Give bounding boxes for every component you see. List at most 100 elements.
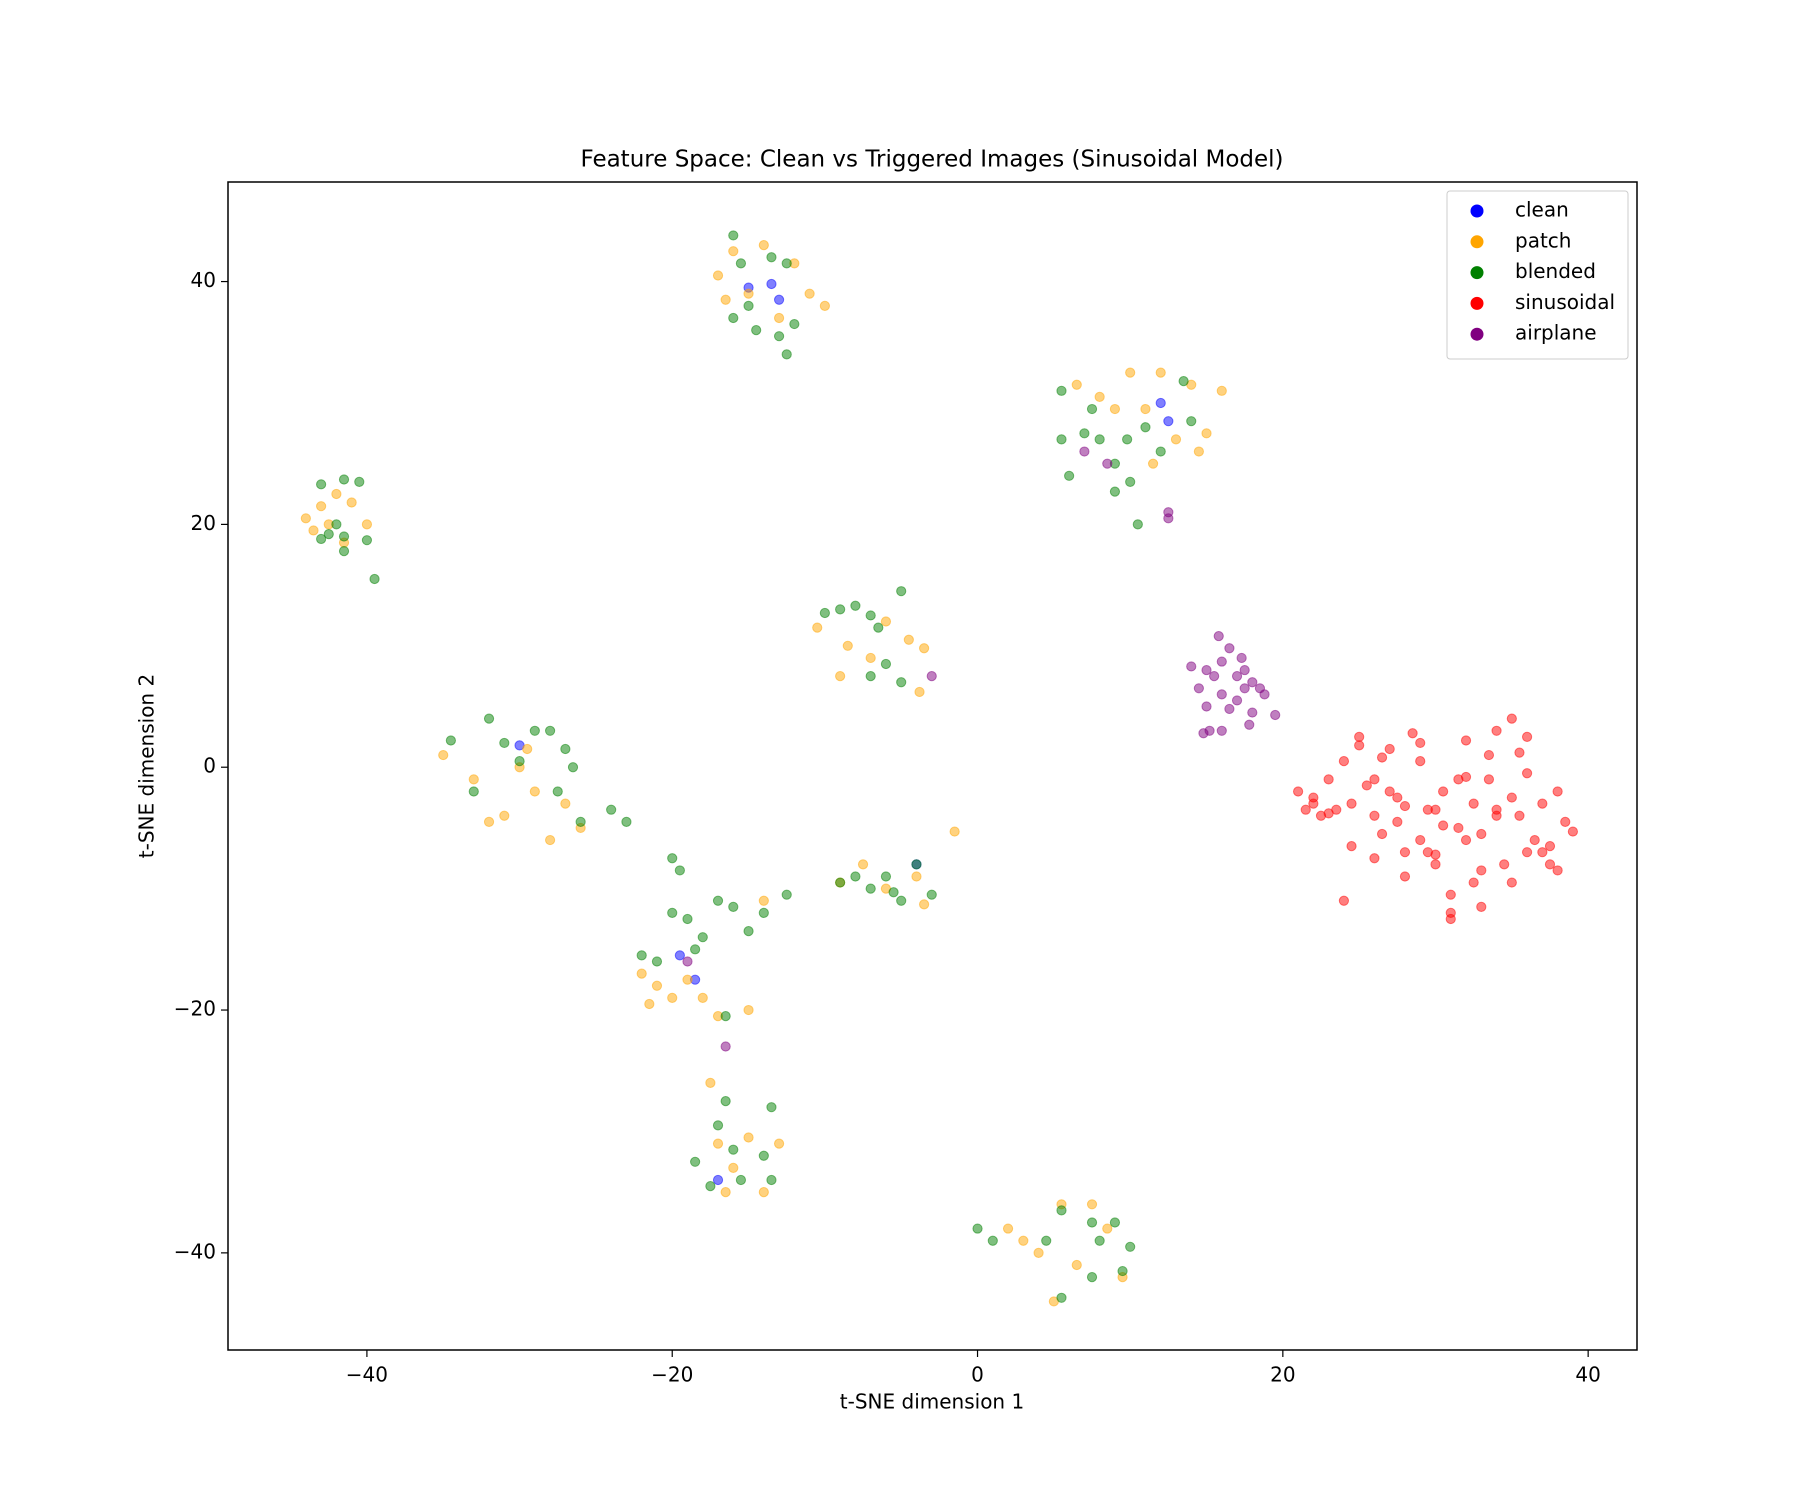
point [1521,768,1533,779]
point [1483,774,1495,785]
point [1300,804,1311,815]
point [712,270,724,281]
point [1293,786,1304,797]
point [712,1174,724,1186]
point [1438,820,1449,831]
point [1216,689,1227,700]
point [483,713,495,724]
y-tick-label: −40 [174,1239,216,1263]
point [1460,771,1472,783]
point [1064,470,1075,481]
point [987,1235,998,1246]
point [720,1041,731,1052]
point [1109,403,1121,415]
point [1163,416,1174,427]
point [857,859,869,870]
point [1170,434,1182,445]
point [1399,847,1411,858]
point [651,980,663,991]
point [1506,877,1517,888]
point [949,826,960,837]
point [697,992,708,1004]
point [338,474,350,485]
point [1056,1292,1067,1303]
point [1056,434,1067,445]
point [1178,376,1189,387]
point [1236,652,1247,664]
point [865,610,876,621]
point [712,1120,724,1131]
point [567,762,579,773]
point [1407,728,1418,739]
point [1198,728,1209,739]
point [728,246,739,257]
point [1213,630,1224,642]
point [1071,1259,1082,1271]
point [743,926,754,937]
point [1445,889,1456,900]
point [1415,737,1426,749]
point [354,476,365,487]
point [758,907,769,919]
point [1376,828,1388,840]
point [812,622,823,633]
plot-area [300,230,1578,1307]
point [1376,752,1388,763]
point [308,525,319,536]
point [1438,786,1449,797]
point [728,312,739,324]
legend-marker [1470,235,1484,249]
legend-frame [1446,190,1629,360]
point [1506,792,1517,803]
point [914,686,925,698]
point [1270,709,1281,721]
point [1224,703,1235,715]
point [690,1156,701,1167]
point [682,913,693,925]
point [712,1138,724,1149]
point [1155,367,1166,378]
point [1086,1199,1098,1210]
point [1354,731,1365,742]
legend-label: patch [1515,228,1571,252]
y-axis-label: t-SNE dimension 2 [135,674,159,858]
point [1552,786,1563,797]
point [1468,798,1479,809]
point [972,1223,983,1234]
legend-marker [1470,296,1484,310]
point [819,607,830,619]
point [331,488,342,500]
point [835,671,846,682]
legend-marker [1470,327,1484,341]
point [880,658,892,670]
point [773,312,785,324]
point [781,349,792,360]
point [728,901,739,912]
point [1354,740,1365,751]
point [1071,379,1082,390]
point [1132,519,1143,530]
point [850,871,861,882]
point [545,725,556,736]
point [499,810,510,821]
point [835,604,846,615]
point [865,883,876,894]
point [1506,713,1517,724]
legend: clean patch blended sinusoidal airplane [1446,190,1629,360]
point [1560,816,1571,827]
point [545,834,556,846]
point [522,743,533,755]
point [728,1162,739,1173]
point [705,1077,716,1088]
point [1102,458,1113,469]
point [1468,877,1479,888]
point [1445,913,1456,925]
point [766,278,777,290]
point [1521,731,1533,742]
point [651,956,663,967]
point [735,1174,747,1186]
point [499,737,510,749]
point [682,956,693,967]
point [1346,798,1357,809]
